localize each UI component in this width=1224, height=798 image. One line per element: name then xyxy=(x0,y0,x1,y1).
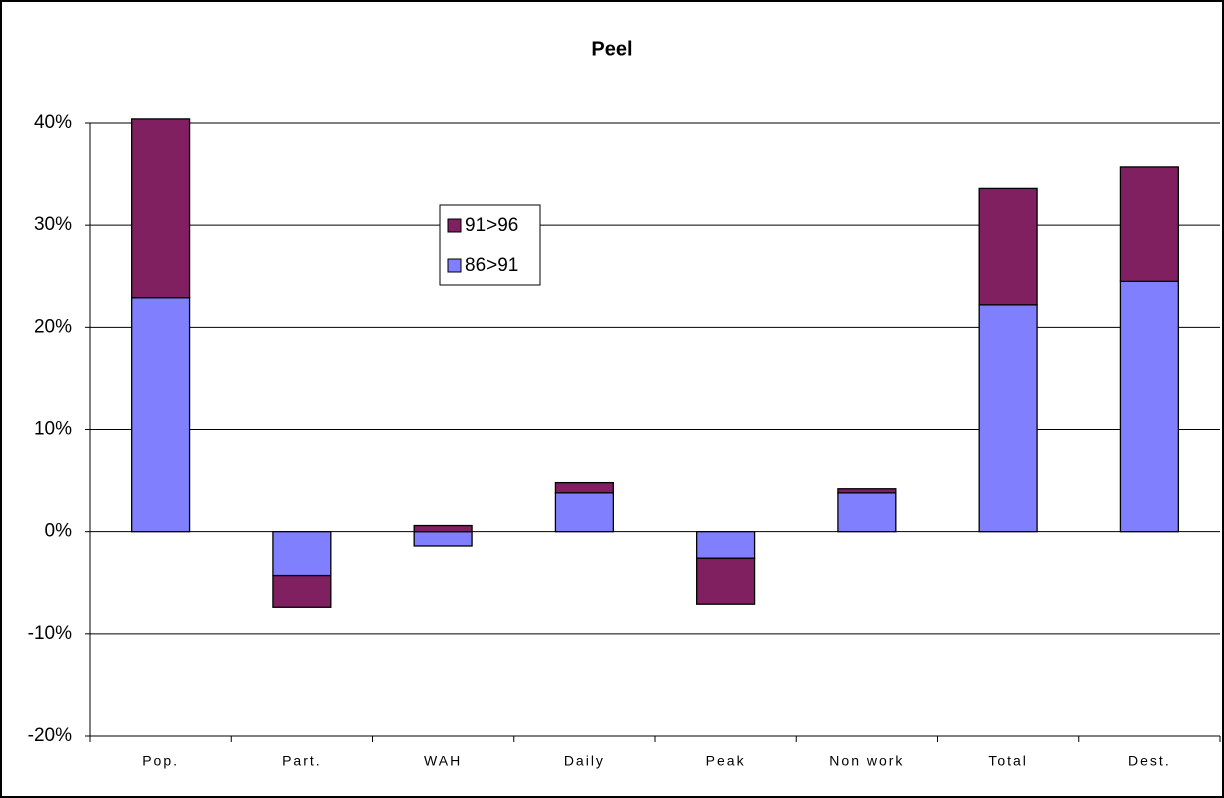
bar xyxy=(978,187,1038,306)
bar xyxy=(696,557,756,605)
y-tick-label: 0% xyxy=(45,521,73,542)
chart-title: Peel xyxy=(591,38,632,60)
x-tick-label: Non work xyxy=(829,753,904,769)
x-tick-label: Total xyxy=(988,753,1028,769)
legend: 91>96 86>91 xyxy=(439,204,541,286)
x-tick-label: Dest. xyxy=(1128,753,1171,769)
x-tick-label: Daily xyxy=(564,753,605,769)
bar xyxy=(554,492,614,533)
bar xyxy=(272,574,332,608)
y-tick-label: 20% xyxy=(34,316,72,337)
legend-label: 86>91 xyxy=(465,255,518,276)
x-tick-label: Part. xyxy=(282,753,322,769)
bar xyxy=(1119,280,1179,533)
bar xyxy=(696,531,756,559)
bar xyxy=(837,488,897,494)
y-tick-label: -20% xyxy=(28,725,72,746)
bar xyxy=(131,297,191,533)
x-tick-label: WAH xyxy=(424,753,462,769)
bar xyxy=(413,531,473,547)
x-tick-label: Pop. xyxy=(142,753,179,769)
x-tick-label: Peak xyxy=(706,753,746,769)
y-tick-label: 10% xyxy=(34,419,72,440)
legend-swatch xyxy=(447,218,462,233)
legend-swatch xyxy=(447,258,462,273)
bar xyxy=(837,492,897,533)
legend-label: 91>96 xyxy=(465,215,518,236)
bar xyxy=(554,481,614,494)
bar xyxy=(413,524,473,533)
bar xyxy=(1119,166,1179,283)
y-tick-label: -10% xyxy=(28,623,72,644)
y-tick-label: 30% xyxy=(34,214,72,235)
bar xyxy=(272,531,332,577)
bar xyxy=(978,304,1038,533)
bar xyxy=(131,118,191,299)
y-tick-label: 40% xyxy=(34,112,72,133)
